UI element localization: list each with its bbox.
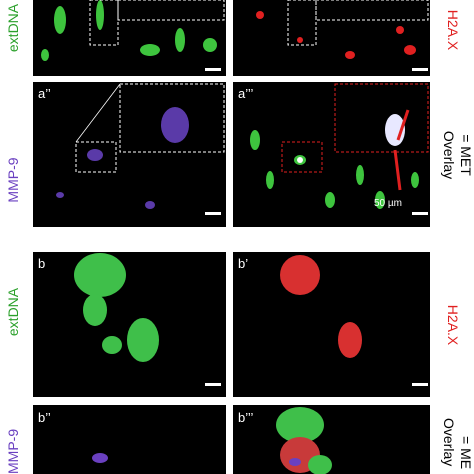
- row-label: MMP-9: [5, 157, 21, 202]
- row-label: extDNA: [5, 3, 21, 52]
- inset-box: [75, 141, 117, 173]
- panel-label: a’’’: [238, 86, 254, 101]
- cells: [256, 11, 416, 59]
- arrow: [396, 109, 410, 141]
- panel-label: b’’’: [238, 410, 254, 425]
- row-label: H2A.X: [445, 305, 461, 346]
- panel: [33, 252, 226, 397]
- panel: [33, 82, 226, 227]
- cells: [41, 0, 217, 61]
- panel-label: b’’: [38, 410, 51, 425]
- arrow: [393, 149, 402, 191]
- scale-bar: [205, 68, 221, 71]
- scale-bar: [412, 383, 428, 386]
- inset-box: [281, 141, 323, 173]
- scale-bar: [205, 212, 221, 215]
- inset-box: [119, 83, 225, 153]
- row-label: = MET: [458, 134, 474, 176]
- panel: [33, 0, 226, 76]
- scale-bar: [412, 68, 428, 71]
- inset-box: [287, 0, 317, 46]
- panel: [33, 405, 226, 474]
- cells: [250, 114, 419, 209]
- scale-bar: [205, 383, 221, 386]
- cells: [56, 107, 189, 209]
- panel-label: a’’: [38, 86, 51, 101]
- row-label: = ME: [458, 436, 474, 469]
- panel: [233, 252, 430, 397]
- cells: [276, 407, 332, 474]
- cells: [280, 255, 362, 358]
- row-label: Overlay: [441, 131, 457, 179]
- inset-box: [315, 0, 429, 21]
- panel: [233, 0, 430, 76]
- row-label: Overlay: [441, 418, 457, 466]
- cells: [74, 253, 159, 362]
- row-label: extDNA: [5, 287, 21, 336]
- panel-label: b’: [238, 256, 248, 271]
- cell: [92, 453, 108, 463]
- inset-box: [117, 0, 225, 21]
- inset-box: [334, 83, 429, 153]
- scale-label: 50 µm: [374, 198, 402, 209]
- row-label: MMP-9: [5, 429, 21, 474]
- inset-line: [75, 83, 121, 143]
- row-label: H2A.X: [445, 10, 461, 51]
- panel-label: b: [38, 256, 45, 271]
- inset-box: [89, 0, 119, 46]
- scale-bar: [412, 212, 428, 215]
